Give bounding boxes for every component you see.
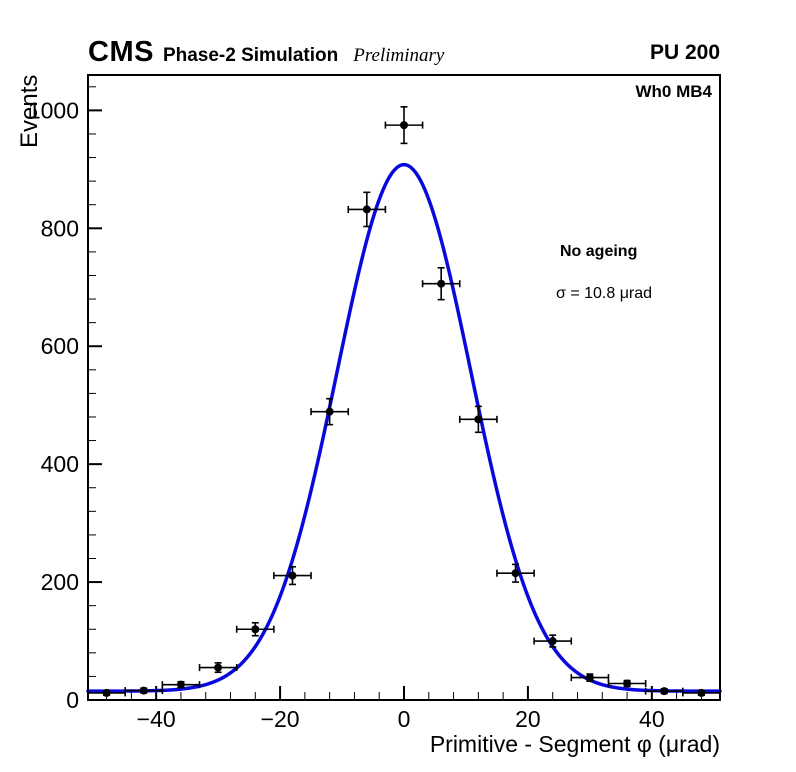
y-tick-label: 1000 xyxy=(28,97,79,123)
data-marker xyxy=(623,679,632,688)
x-tick-label: 0 xyxy=(398,706,411,732)
x-tick-label: −40 xyxy=(137,706,176,732)
data-marker xyxy=(325,407,334,416)
data-marker xyxy=(139,686,148,695)
x-tick-label: 20 xyxy=(515,706,541,732)
data-point xyxy=(87,688,126,697)
x-tick-label: −20 xyxy=(261,706,300,732)
data-point xyxy=(310,397,350,426)
data-point xyxy=(273,565,312,586)
data-marker xyxy=(697,688,706,697)
data-point xyxy=(607,679,647,688)
cms-header: CMS Phase-2 Simulation Preliminary xyxy=(88,36,444,69)
data-point xyxy=(198,662,238,674)
data-point xyxy=(458,405,498,434)
y-tick-label: 600 xyxy=(41,333,79,359)
data-point xyxy=(421,267,461,301)
data-marker xyxy=(176,680,185,689)
preliminary-label: Preliminary xyxy=(353,45,445,66)
data-marker xyxy=(548,637,557,646)
simulation-label: Phase-2 Simulation xyxy=(162,45,339,66)
data-point xyxy=(682,688,721,697)
y-tick-label: 400 xyxy=(41,451,79,477)
data-point xyxy=(533,634,573,648)
data-point xyxy=(124,686,164,695)
data-point xyxy=(347,191,387,228)
data-marker xyxy=(288,571,297,580)
data-marker xyxy=(474,415,483,424)
data-marker xyxy=(585,673,594,682)
ageing-scenario-label: No ageing xyxy=(560,243,638,260)
data-marker xyxy=(511,569,520,578)
data-marker xyxy=(102,688,111,697)
x-axis-title: Primitive - Segment φ (μrad) xyxy=(429,731,720,757)
data-marker xyxy=(251,625,260,634)
y-tick-label: 800 xyxy=(41,215,79,241)
y-tick-label: 200 xyxy=(41,569,79,595)
data-point xyxy=(235,621,275,637)
data-point xyxy=(496,563,535,583)
data-marker xyxy=(660,687,669,696)
data-marker xyxy=(437,279,446,288)
gaussian-fit-curve xyxy=(86,162,722,693)
sigma-value-label: σ = 10.8 μrad xyxy=(556,285,653,302)
y-axis-title: Events xyxy=(16,74,43,148)
chamber-label: Wh0 MB4 xyxy=(635,82,713,101)
plot-frame xyxy=(87,74,721,701)
data-marker xyxy=(214,663,223,672)
data-point xyxy=(644,687,684,696)
data-marker xyxy=(400,121,408,130)
cms-logo-text: CMS xyxy=(88,36,154,68)
data-point xyxy=(570,673,610,682)
data-point xyxy=(161,680,201,689)
x-tick-label: 40 xyxy=(639,706,665,732)
data-marker xyxy=(362,205,371,214)
pileup-label: PU 200 xyxy=(649,41,720,64)
y-tick-label: 0 xyxy=(66,687,79,713)
data-point xyxy=(384,106,424,145)
